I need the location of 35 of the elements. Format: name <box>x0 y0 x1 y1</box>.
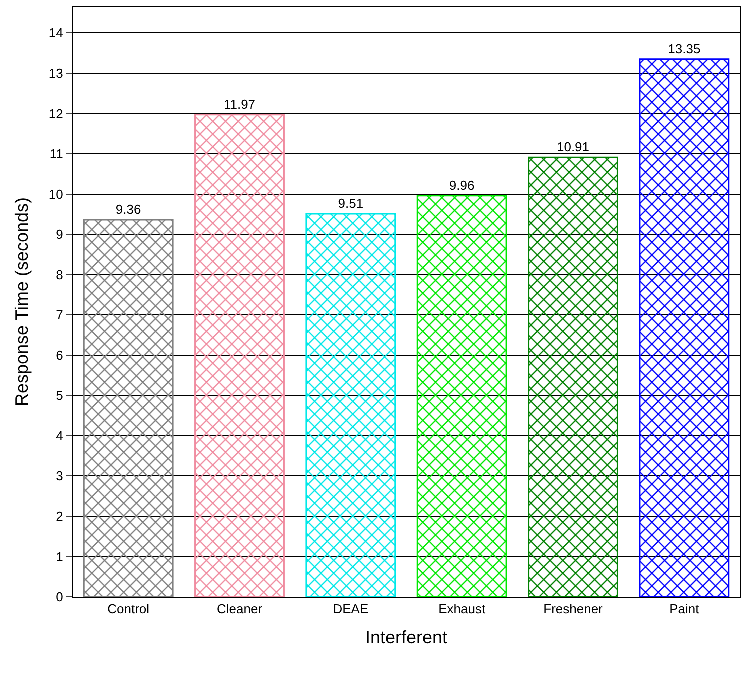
x-tick-label: Cleaner <box>216 602 264 617</box>
data-label: 11.97 <box>224 96 256 112</box>
data-label: 10.91 <box>556 140 590 155</box>
y-tick-label: 0 <box>56 590 64 605</box>
y-tick-label: 1 <box>56 549 64 564</box>
bar <box>306 213 396 597</box>
x-tick-label: Control <box>108 602 150 617</box>
data-label: 9.96 <box>449 178 475 193</box>
y-tick-label: 7 <box>56 308 64 323</box>
y-tick-label: 6 <box>56 348 64 363</box>
bar <box>416 195 508 597</box>
bar <box>194 114 285 597</box>
y-tick-label: 10 <box>48 186 64 202</box>
y-tick-label: 12 <box>48 106 64 122</box>
y-tick-label: 2 <box>56 509 64 524</box>
y-tick-label: 13 <box>48 66 64 81</box>
bar <box>528 156 618 597</box>
y-tick-label: 4 <box>56 428 64 444</box>
y-tick-label: 11 <box>50 146 64 162</box>
x-tick-label: Exhaust <box>438 602 486 617</box>
y-axis-title: Response Time (seconds) <box>12 197 32 407</box>
bar <box>639 58 730 597</box>
x-tick-label: DEAE <box>333 602 369 617</box>
y-tick-label: 14 <box>48 26 64 41</box>
data-label: 9.51 <box>338 196 364 211</box>
y-tick-label: 8 <box>56 267 64 282</box>
x-tick-label: Paint <box>670 602 700 617</box>
y-tick-label: 5 <box>56 388 64 404</box>
y-tick-label: 9 <box>56 227 64 242</box>
x-tick-label: Freshener <box>544 602 604 617</box>
data-label: 9.36 <box>116 202 142 218</box>
bar <box>83 219 174 597</box>
y-tick-label: 3 <box>56 468 64 484</box>
data-label: 13.35 <box>668 41 701 56</box>
x-axis-title: Interferent <box>365 628 448 648</box>
